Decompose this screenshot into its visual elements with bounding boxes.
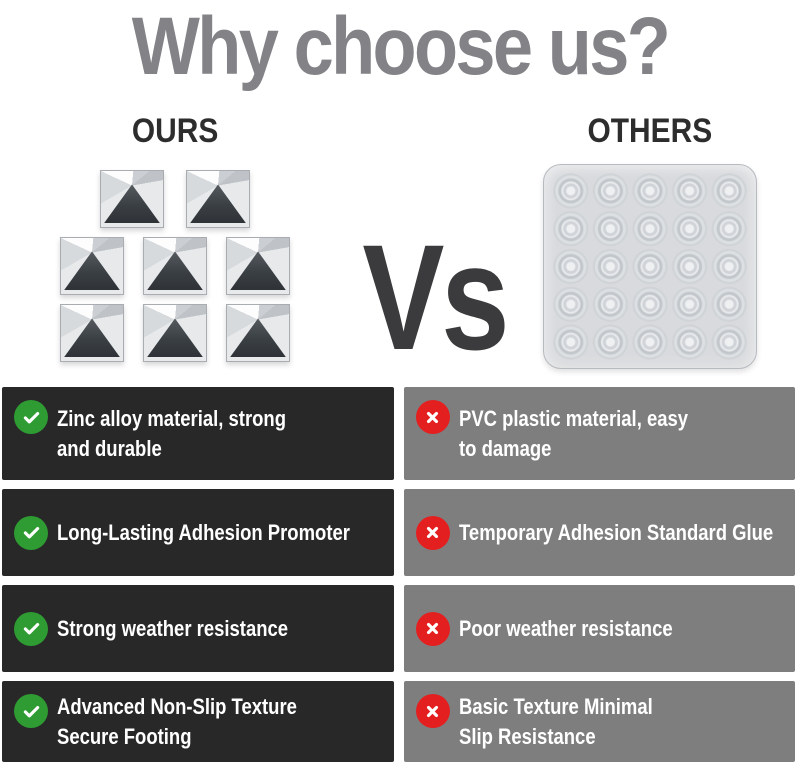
ours-column: OURS xyxy=(40,112,310,362)
comparison-table: Zinc alloy material, strong and durable … xyxy=(2,387,795,762)
suction-cups-pattern xyxy=(552,173,748,360)
comparison-cell-ours-weather: Strong weather resistance xyxy=(2,585,394,672)
pyramid-stud xyxy=(143,237,207,295)
comparison-text: Temporary Adhesion Standard Glue xyxy=(458,519,773,545)
comparison-text: Zinc alloy material, strong and durable xyxy=(57,406,287,461)
comparison-text: PVC plastic material, easy to damage xyxy=(458,406,688,461)
pyramid-stud xyxy=(226,237,290,295)
x-circle-icon xyxy=(415,400,450,434)
comparison-cell-ours-adhesion: Long-Lasting Adhesion Promoter xyxy=(2,489,394,576)
page-title: Why choose us? xyxy=(131,1,671,92)
others-label: OTHERS xyxy=(587,112,713,150)
check-circle-icon xyxy=(14,611,48,646)
x-circle-icon xyxy=(415,694,450,728)
stud-row xyxy=(60,237,290,295)
check-circle-icon xyxy=(14,400,48,434)
pyramid-stud xyxy=(186,170,250,228)
pyramid-stud xyxy=(226,304,290,362)
others-column: OTHERS xyxy=(528,112,772,369)
ours-product-image xyxy=(40,170,310,362)
comparison-cell-ours-material: Zinc alloy material, strong and durable xyxy=(2,387,394,480)
pyramid-stud xyxy=(60,304,124,362)
comparison-text: Strong weather resistance xyxy=(57,615,289,641)
stud-row xyxy=(60,304,290,362)
comparison-text: Long-Lasting Adhesion Promoter xyxy=(57,519,350,545)
check-circle-icon xyxy=(14,694,48,728)
others-product-image xyxy=(543,164,757,369)
versus-label: Vs xyxy=(362,213,509,381)
x-circle-icon xyxy=(415,515,450,550)
pyramid-stud xyxy=(100,170,164,228)
comparison-cell-others-adhesion: Temporary Adhesion Standard Glue xyxy=(403,489,795,576)
comparison-text: Poor weather resistance xyxy=(458,615,673,641)
comparison-cell-ours-texture: Advanced Non-Slip Texture Secure Footing xyxy=(2,681,394,762)
comparison-text: Basic Texture Minimal Slip Resistance xyxy=(458,694,653,749)
pyramid-stud xyxy=(60,237,124,295)
comparison-cell-others-weather: Poor weather resistance xyxy=(403,585,795,672)
comparison-cell-others-texture: Basic Texture Minimal Slip Resistance xyxy=(403,681,795,762)
ours-label: OURS xyxy=(131,112,219,150)
check-circle-icon xyxy=(14,515,48,550)
comparison-cell-others-material: PVC plastic material, easy to damage xyxy=(403,387,795,480)
stud-row xyxy=(100,170,250,228)
pyramid-stud xyxy=(143,304,207,362)
x-circle-icon xyxy=(415,611,450,646)
comparison-text: Advanced Non-Slip Texture Secure Footing xyxy=(57,694,297,749)
